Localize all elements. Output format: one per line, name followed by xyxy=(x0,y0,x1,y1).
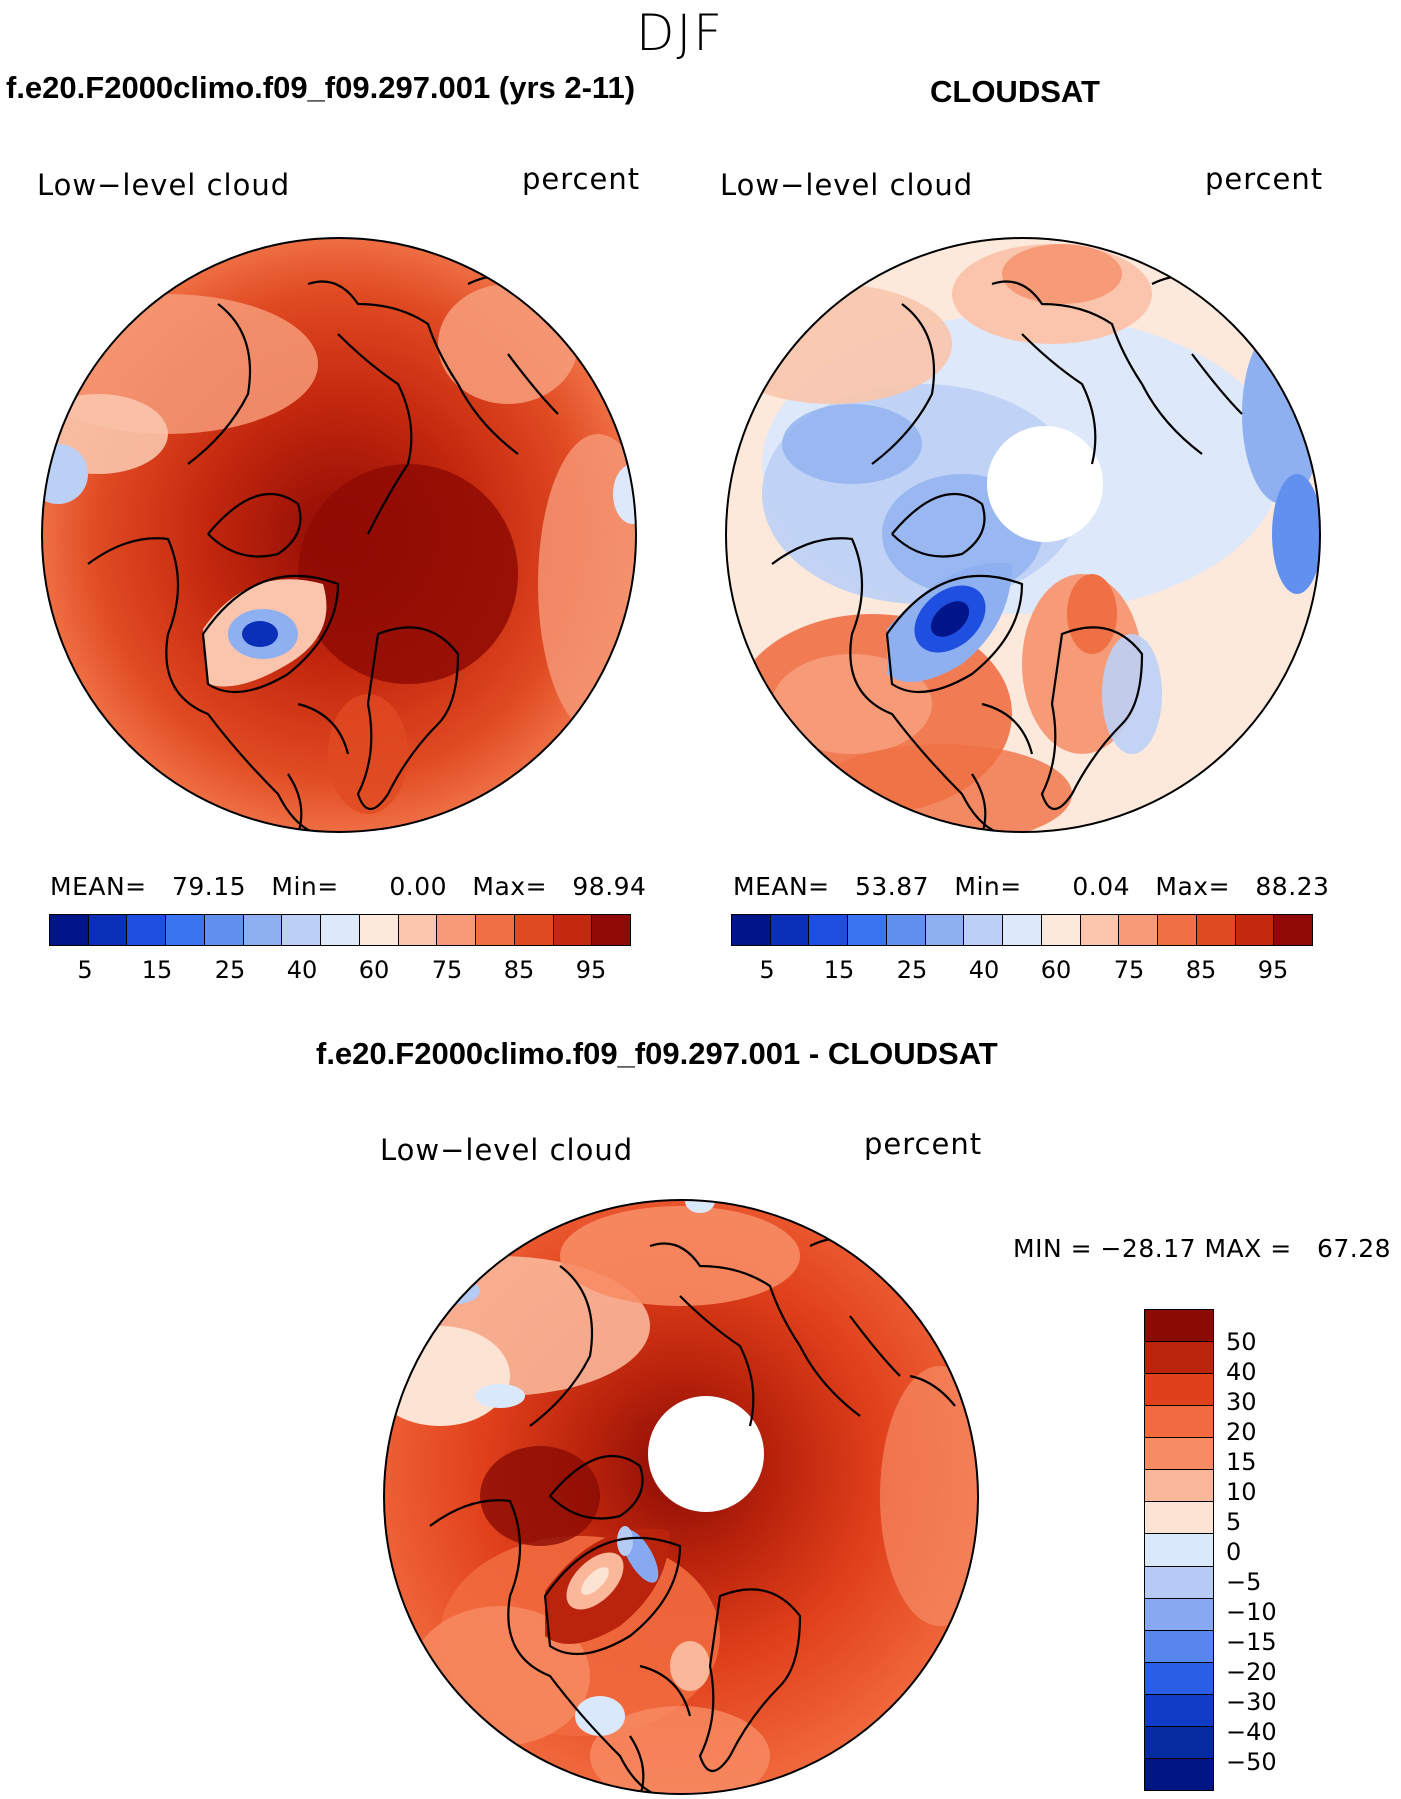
colorbar-swatch xyxy=(88,915,128,945)
panel3-tick: 20 xyxy=(1226,1418,1257,1446)
panel3-tick: −30 xyxy=(1226,1688,1277,1716)
colorbar-swatch xyxy=(1145,1758,1213,1790)
colorbar-swatch xyxy=(1041,915,1081,945)
colorbar-swatch xyxy=(1119,915,1159,945)
colorbar-swatch xyxy=(514,915,554,945)
colorbar-swatch xyxy=(50,915,89,945)
panel2-colorbar-ticks: 5 15 25 40 60 75 85 95 xyxy=(731,956,1311,986)
panel2-tick: 40 xyxy=(968,956,1000,984)
panel3-tick: 30 xyxy=(1226,1388,1257,1416)
panel3-units-label: percent xyxy=(864,1127,983,1161)
colorbar-swatch xyxy=(1145,1310,1213,1343)
panel3-tick: 50 xyxy=(1226,1328,1257,1356)
panel2-tick: 75 xyxy=(1113,956,1145,984)
panel2-colorbar xyxy=(731,914,1313,946)
colorbar-swatch xyxy=(243,915,283,945)
panel3-tick: 0 xyxy=(1226,1538,1242,1566)
panel1-tick: 85 xyxy=(503,956,535,984)
colorbar-swatch xyxy=(1158,915,1197,945)
panel3-title: f.e20.F2000climo.f09_f09.297.001 - CLOUD… xyxy=(316,1036,998,1071)
colorbar-swatch xyxy=(476,915,515,945)
season-title: DJF xyxy=(635,4,724,62)
panel3-tick: 40 xyxy=(1226,1358,1257,1386)
colorbar-swatch xyxy=(1145,1630,1213,1663)
colorbar-swatch xyxy=(1145,1662,1213,1695)
panel1-tick: 15 xyxy=(141,956,173,984)
panel1-tick: 75 xyxy=(431,956,463,984)
panel3-colorbar xyxy=(1144,1309,1214,1791)
panel2-units-label: percent xyxy=(1205,162,1324,196)
colorbar-swatch xyxy=(1274,915,1313,945)
colorbar-swatch xyxy=(398,915,438,945)
colorbar-swatch xyxy=(1145,1406,1213,1439)
colorbar-swatch xyxy=(592,915,631,945)
colorbar-swatch xyxy=(553,915,593,945)
panel2-title: CLOUDSAT xyxy=(930,74,1100,109)
panel1-tick: 40 xyxy=(286,956,318,984)
panel1-tick: 60 xyxy=(358,956,390,984)
colorbar-swatch xyxy=(1145,1566,1213,1599)
panel2-tick: 5 xyxy=(759,956,775,984)
panel2-variable-label: Low−level cloud xyxy=(720,168,974,202)
colorbar-swatch xyxy=(359,915,399,945)
panel2-tick: 95 xyxy=(1257,956,1289,984)
colorbar-swatch xyxy=(127,915,167,945)
panel3-map xyxy=(383,1199,979,1795)
colorbar-swatch xyxy=(1145,1726,1213,1759)
colorbar-swatch xyxy=(925,915,965,945)
panel1-tick: 5 xyxy=(77,956,93,984)
panel3-tick: −20 xyxy=(1226,1658,1277,1686)
colorbar-swatch xyxy=(886,915,926,945)
panel3-stats: MIN = −28.17 MAX = 67.28 xyxy=(1013,1234,1392,1263)
colorbar-swatch xyxy=(1145,1470,1213,1503)
panel3-tick: −5 xyxy=(1226,1568,1262,1596)
colorbar-swatch xyxy=(1145,1342,1213,1375)
panel3-tick: −10 xyxy=(1226,1598,1277,1626)
colorbar-swatch xyxy=(1145,1534,1213,1567)
panel3-tick: −40 xyxy=(1226,1718,1277,1746)
panel1-colorbar xyxy=(49,914,631,946)
panel1-colorbar-ticks: 5 15 25 40 60 75 85 95 xyxy=(49,956,629,986)
panel3-tick: 10 xyxy=(1226,1478,1257,1506)
colorbar-swatch xyxy=(1145,1598,1213,1631)
colorbar-swatch xyxy=(1235,915,1275,945)
panel2-tick: 15 xyxy=(823,956,855,984)
colorbar-swatch xyxy=(1196,915,1236,945)
panel2-tick: 25 xyxy=(896,956,928,984)
colorbar-swatch xyxy=(282,915,322,945)
panel3-variable-label: Low−level cloud xyxy=(380,1133,634,1167)
colorbar-swatch xyxy=(321,915,360,945)
panel3-colorbar-ticks: 50 40 30 20 15 10 5 0 −5 −10 −15 −20 −30… xyxy=(1226,1309,1316,1789)
panel1-units-label: percent xyxy=(522,162,641,196)
colorbar-swatch xyxy=(437,915,477,945)
panel1-tick: 95 xyxy=(575,956,607,984)
colorbar-swatch xyxy=(1145,1502,1213,1535)
colorbar-swatch xyxy=(732,915,771,945)
colorbar-swatch xyxy=(770,915,810,945)
colorbar-swatch xyxy=(1080,915,1120,945)
panel3-tick: −15 xyxy=(1226,1628,1277,1656)
panel1-title: f.e20.F2000climo.f09_f09.297.001 (yrs 2-… xyxy=(6,70,636,105)
panel3-tick: 15 xyxy=(1226,1448,1257,1476)
colorbar-swatch xyxy=(809,915,849,945)
panel1-stats: MEAN= 79.15 Min= 0.00 Max= 98.94 xyxy=(50,872,647,901)
panel3-tick: 5 xyxy=(1226,1508,1242,1536)
colorbar-swatch xyxy=(964,915,1004,945)
colorbar-swatch xyxy=(1145,1374,1213,1407)
panel1-map xyxy=(41,237,637,833)
panel2-stats: MEAN= 53.87 Min= 0.04 Max= 88.23 xyxy=(733,872,1330,901)
panel1-variable-label: Low−level cloud xyxy=(37,168,291,202)
panel2-tick: 85 xyxy=(1185,956,1217,984)
panel2-tick: 60 xyxy=(1040,956,1072,984)
panel2-map xyxy=(725,237,1321,833)
colorbar-swatch xyxy=(848,915,887,945)
colorbar-swatch xyxy=(204,915,244,945)
panel3-tick: −50 xyxy=(1226,1748,1277,1776)
colorbar-swatch xyxy=(1145,1694,1213,1727)
colorbar-swatch xyxy=(1145,1438,1213,1471)
colorbar-swatch xyxy=(1003,915,1042,945)
colorbar-swatch xyxy=(166,915,205,945)
panel1-tick: 25 xyxy=(214,956,246,984)
